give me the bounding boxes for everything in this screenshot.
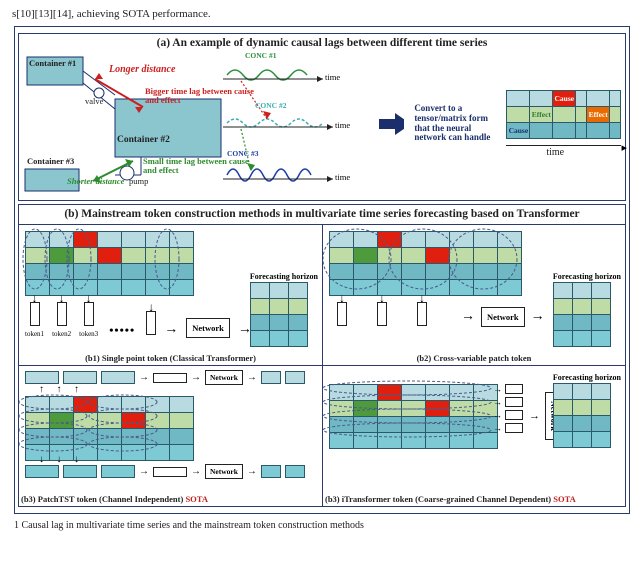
b2-forecast-grid: [553, 282, 611, 347]
conc2-label: CONC #2: [255, 103, 286, 110]
b1-network: Network: [186, 318, 230, 338]
panel-b: (b) Mainstream token construction method…: [18, 204, 626, 507]
b1-caption: (b1) Single point token (Classical Trans…: [21, 354, 320, 363]
conc3-label: CONC #3: [227, 151, 258, 158]
container1-label: Container #1: [29, 59, 76, 68]
b2-input-grid: [329, 231, 522, 296]
b4-input-grid: [329, 384, 498, 449]
shorter-distance-label: Shorter distance: [67, 177, 124, 186]
b1-input-grid: [25, 231, 194, 296]
tensor-grid: Cause Effect Effect Cause: [506, 90, 621, 139]
smaller-lag-label: Small time lag between cause and effect: [143, 157, 253, 175]
figure-caption: 1 Causal lag in multivariate time series…: [14, 520, 632, 531]
container2-label: Container #2: [117, 136, 170, 146]
time-axis-label: time: [546, 147, 564, 158]
convert-text: Convert to a tensor/matrix form that the…: [414, 104, 496, 144]
subpanel-b3: → → Network →: [19, 365, 322, 506]
top-fragment: s[10][13][14], achieving SOTA performanc…: [12, 8, 632, 20]
b2-caption: (b2) Cross-variable patch token: [325, 354, 623, 363]
b3-network-1: Network: [205, 370, 243, 385]
b1-forecast-label: Forecasting horizon: [250, 273, 318, 281]
time1-label: time: [325, 73, 340, 82]
b4-caption: (b3) iTransformer token (Coarse-grained …: [325, 495, 623, 504]
subpanel-b2: ↓ ↓ ↓ → Network → Forecasting horizon: [322, 224, 625, 365]
bigger-lag-label: Bigger time lag between cause and effect: [145, 87, 255, 105]
tensor-block: Cause Effect Effect Cause: [506, 90, 621, 158]
longer-distance-label: Longer distance: [109, 65, 175, 76]
b3-network-2: Network: [205, 464, 243, 479]
time2-label: time: [335, 121, 350, 130]
b2-network: Network: [481, 307, 525, 327]
panel-a-tensor-area: Convert to a tensor/matrix form that the…: [379, 51, 621, 196]
valve-label: valve: [85, 97, 103, 106]
panel-a: (a) An example of dynamic causal lags be…: [18, 33, 626, 201]
panel-a-title: (a) An example of dynamic causal lags be…: [19, 34, 625, 49]
panel-a-schematic: Container #1 valve Container #2 Containe…: [23, 51, 373, 196]
conc1-label: CONC #1: [245, 53, 276, 60]
big-arrow-icon: [379, 109, 404, 139]
panel-b-title: (b) Mainstream token construction method…: [19, 205, 625, 224]
subpanel-b1: ↓token1 ↓token2 ↓token3 ••••• ↓ → Networ…: [19, 224, 322, 365]
figure-frame: (a) An example of dynamic causal lags be…: [14, 26, 630, 514]
subpanel-b4: → → → → → Network → Forecasting horizon: [322, 365, 625, 506]
b4-forecast-grid: [553, 383, 611, 448]
b1-forecast-grid: [250, 282, 308, 347]
container3-label: Container #3: [27, 157, 74, 166]
b3-input-grid: [25, 396, 194, 461]
b4-forecast-label: Forecasting horizon: [553, 374, 621, 382]
b3-caption: (b3) PatchTST token (Channel Independent…: [21, 495, 320, 504]
b2-forecast-label: Forecasting horizon: [553, 273, 621, 281]
pump-label: pump: [129, 177, 148, 186]
time3-label: time: [335, 173, 350, 182]
